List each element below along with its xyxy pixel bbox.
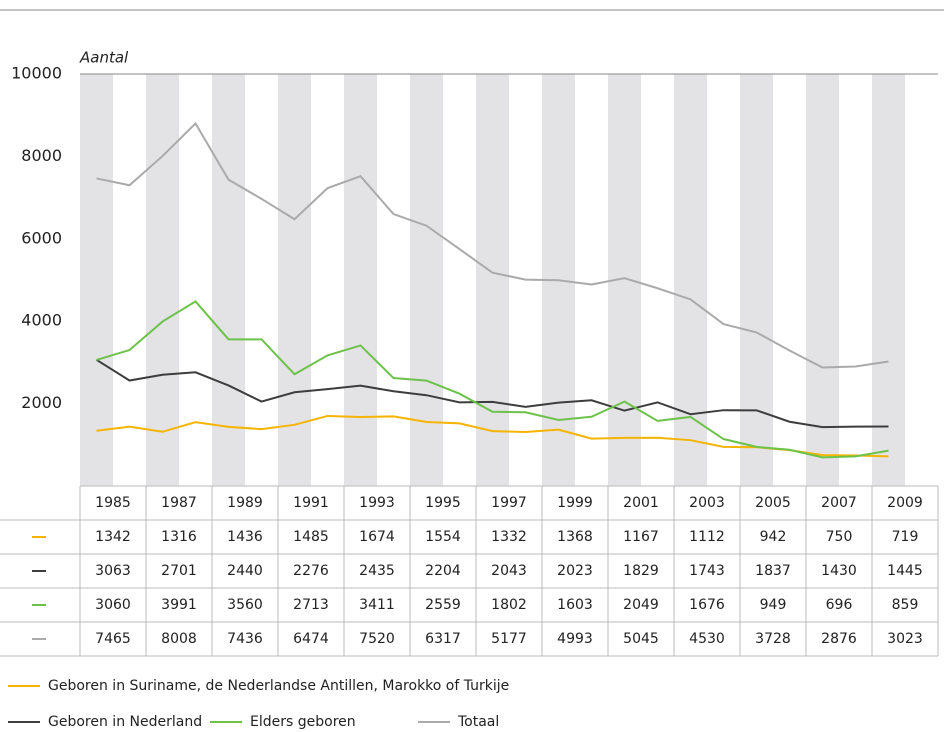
band: [278, 74, 311, 486]
x-tick-label: 1987: [161, 495, 197, 511]
table-cell: 6474: [293, 631, 329, 647]
band: [80, 74, 113, 486]
table-cell: 2713: [293, 597, 329, 613]
band: [476, 74, 509, 486]
table-cell: 719: [892, 529, 919, 545]
x-tick-label: 1995: [425, 495, 461, 511]
table-cell: 1485: [293, 529, 329, 545]
table-cell: 2701: [161, 563, 197, 579]
band: [806, 74, 839, 486]
table-cell: 3728: [755, 631, 791, 647]
table-cell: 1445: [887, 563, 923, 579]
band: [872, 74, 905, 486]
y-tick-label: 6000: [21, 228, 62, 247]
table-cell: 3060: [95, 597, 131, 613]
table-cell: 1332: [491, 529, 527, 545]
x-tick-label: 2007: [821, 495, 857, 511]
series-line: [96, 300, 889, 459]
table-cell: 3991: [161, 597, 197, 613]
table-cell: 4993: [557, 631, 593, 647]
table-cell: 7520: [359, 631, 395, 647]
table-cell: 1743: [689, 563, 725, 579]
legend-label: Elders geboren: [250, 714, 356, 730]
table-cell: 1112: [689, 529, 725, 545]
band: [212, 74, 245, 486]
x-tick-label: 1989: [227, 495, 263, 511]
table-cell: 2276: [293, 563, 329, 579]
y-tick-label: 4000: [21, 311, 62, 330]
y-axis-label: Aantal: [79, 49, 129, 67]
table-cell: 7436: [227, 631, 263, 647]
table-cell: 1368: [557, 529, 593, 545]
table-cell: 1342: [95, 529, 131, 545]
x-tick-label: 2001: [623, 495, 659, 511]
x-tick-label: 1993: [359, 495, 395, 511]
table-cell: 1676: [689, 597, 725, 613]
series-line: [95, 358, 889, 429]
table-cell: 1554: [425, 529, 461, 545]
x-tick-label: 1985: [95, 495, 131, 511]
table-cell: 3411: [359, 597, 395, 613]
table-cell: 3063: [95, 563, 131, 579]
y-tick-label: 8000: [21, 146, 62, 165]
table-cell: 2204: [425, 563, 461, 579]
table-cell: 3560: [227, 597, 263, 613]
y-tick-label: 10000: [11, 64, 62, 83]
table-cell: 2876: [821, 631, 857, 647]
legend-label: Geboren in Nederland: [48, 714, 202, 730]
table-cell: 6317: [425, 631, 461, 647]
band: [740, 74, 773, 486]
table-cell: 7465: [95, 631, 131, 647]
table-cell: 1436: [227, 529, 263, 545]
table-cell: 5177: [491, 631, 527, 647]
table-cell: 1167: [623, 529, 659, 545]
table-cell: 2023: [557, 563, 593, 579]
legend-label: Geboren in Suriname, de Nederlandse Anti…: [48, 678, 509, 694]
table-cell: 1674: [359, 529, 395, 545]
x-tick-label: 2003: [689, 495, 725, 511]
table-cell: 2043: [491, 563, 527, 579]
table-cell: 949: [760, 597, 787, 613]
series-line: [96, 121, 889, 369]
table-cell: 2435: [359, 563, 395, 579]
band: [410, 74, 443, 486]
table-cell: 1316: [161, 529, 197, 545]
table-cell: 1802: [491, 597, 527, 613]
x-tick-label: 2005: [755, 495, 791, 511]
x-tick-label: 1999: [557, 495, 593, 511]
table-cell: 859: [892, 597, 919, 613]
table-cell: 4530: [689, 631, 725, 647]
table-cell: 2559: [425, 597, 461, 613]
table-cell: 1829: [623, 563, 659, 579]
band: [344, 74, 377, 486]
table-cell: 2440: [227, 563, 263, 579]
table-cell: 5045: [623, 631, 659, 647]
band: [146, 74, 179, 486]
table-cell: 1837: [755, 563, 791, 579]
table-cell: 942: [760, 529, 787, 545]
table-cell: 1430: [821, 563, 857, 579]
table-cell: 3023: [887, 631, 923, 647]
table-cell: 750: [826, 529, 853, 545]
x-tick-label: 2009: [887, 495, 923, 511]
x-tick-label: 1997: [491, 495, 527, 511]
table-cell: 1603: [557, 597, 593, 613]
table-cell: 696: [826, 597, 853, 613]
table-cell: 2049: [623, 597, 659, 613]
legend-label: Totaal: [457, 714, 499, 730]
x-tick-label: 1991: [293, 495, 329, 511]
table-cell: 8008: [161, 631, 197, 647]
y-tick-label: 2000: [21, 393, 62, 412]
